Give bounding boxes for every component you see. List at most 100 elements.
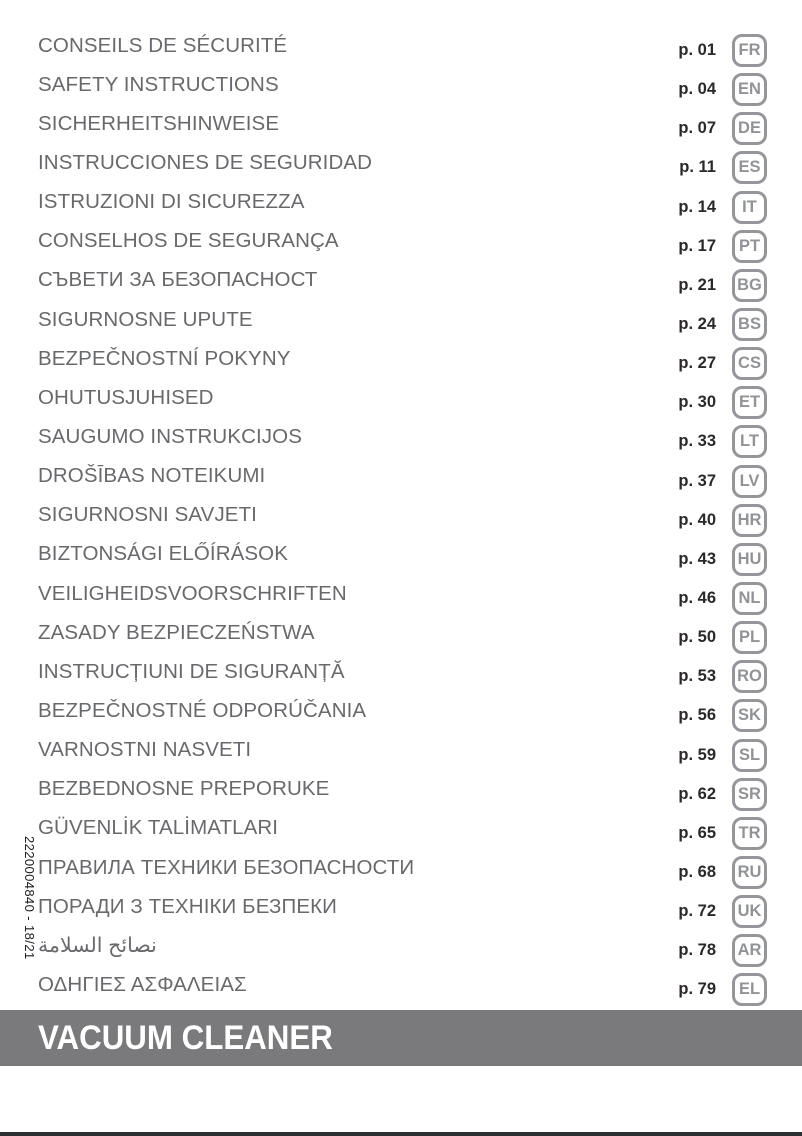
toc-row-page-number: p. 59 xyxy=(678,745,716,764)
toc-row-title: GÜVENLİK TALİMATLARI xyxy=(38,816,279,840)
language-code-badge: FR xyxy=(732,34,767,68)
language-code-badge: RU xyxy=(732,856,767,890)
toc-row-reference: p. 72 UK xyxy=(658,895,767,929)
toc-row-page-number: p. 43 xyxy=(678,549,716,568)
language-code-badge: IT xyxy=(732,190,767,224)
toc-row-page-number: p. 50 xyxy=(678,628,716,647)
toc-row-title: SIGURNOSNI SAVJETI xyxy=(38,503,257,527)
toc-row-page-number: p. 01 xyxy=(678,41,716,60)
product-title-banner: VACUUM CLEANER xyxy=(0,1010,802,1066)
toc-row-title: OHUTUSJUHISED xyxy=(38,385,214,409)
toc-row-page-number: p. 68 xyxy=(678,863,716,882)
language-code-badge: BS xyxy=(732,308,767,342)
toc-row-title: ПРАВИЛА ТЕХНИКИ БЕЗОПАСНОСТИ xyxy=(38,855,415,879)
toc-row-reference: p. 04 EN xyxy=(658,73,767,107)
language-toc-list: CONSEILS DE SÉCURITÉ p. 01 FR SAFETY INS… xyxy=(38,26,767,1007)
language-code-badge: EN xyxy=(732,73,767,107)
toc-row-page-number: p. 27 xyxy=(678,354,716,373)
language-code-badge: LV xyxy=(732,464,767,498)
toc-row-page-number: p. 30 xyxy=(678,393,716,412)
toc-row-reference: p. 65 TR xyxy=(658,816,767,850)
toc-row-page-number: p. 78 xyxy=(678,941,716,960)
toc-row-uk: ПОРАДИ З ТЕХНІКИ БЕЗПЕКИ p. 72 UK xyxy=(38,887,767,929)
toc-row-lv: DROŠĪBAS NOTEIKUMI p. 37 LV xyxy=(38,457,767,498)
toc-row-reference: p. 17 PT xyxy=(658,229,767,263)
toc-row-page-number: p. 72 xyxy=(678,902,716,921)
toc-row-reference: p. 50 PL xyxy=(658,621,767,655)
language-code-badge: PL xyxy=(732,621,767,655)
toc-row-page-number: p. 17 xyxy=(678,236,716,255)
language-code-badge: LT xyxy=(732,425,767,459)
toc-row-de: SICHERHEITSHINWEISE p. 07 DE xyxy=(38,104,767,146)
toc-row-title: ΟΔΗΓΙΕΣ ΑΣΦΑΛΕΙΑΣ xyxy=(38,972,247,996)
product-title: VACUUM CLEANER xyxy=(38,1019,333,1057)
toc-row-page-number: p. 53 xyxy=(678,667,716,686)
toc-row-reference: p. 11 ES xyxy=(658,151,767,185)
toc-row-reference: p. 30 ET xyxy=(658,386,767,420)
toc-row-tr: GÜVENLİK TALİMATLARI p. 65 TR xyxy=(38,809,767,850)
toc-row-page-number: p. 65 xyxy=(678,823,716,842)
toc-row-page-number: p. 14 xyxy=(678,197,716,216)
toc-row-title: INSTRUCCIONES DE SEGURIDAD xyxy=(38,150,373,174)
language-code-badge: UK xyxy=(732,895,767,929)
toc-row-es: INSTRUCCIONES DE SEGURIDAD p. 11 ES xyxy=(38,143,767,185)
document-reference-code: 2220004840 - 18/21 xyxy=(22,836,37,960)
toc-row-reference: p. 62 SR xyxy=(658,777,767,811)
toc-row-reference: p. 37 LV xyxy=(658,464,767,498)
toc-row-title: СЪВЕТИ ЗА БЕЗОПАСНОСТ xyxy=(38,268,318,292)
toc-row-title: SICHERHEITSHINWEISE xyxy=(38,111,280,135)
toc-row-reference: p. 46 NL xyxy=(658,582,767,616)
toc-row-title: INSTRUCȚIUNI DE SIGURANȚĂ xyxy=(38,659,345,683)
language-code-badge: SK xyxy=(732,699,767,733)
toc-row-page-number: p. 46 xyxy=(678,589,716,608)
toc-row-title: ZASADY BEZPIECZEŃSTWA xyxy=(38,620,315,644)
toc-row-fr: CONSEILS DE SÉCURITÉ p. 01 FR xyxy=(38,26,767,68)
language-code-badge: CS xyxy=(732,347,767,381)
toc-row-page-number: p. 62 xyxy=(678,784,716,803)
toc-row-page-number: p. 33 xyxy=(678,432,716,451)
toc-row-title: CONSELHOS DE SEGURANÇA xyxy=(38,229,339,253)
language-code-badge: SR xyxy=(732,777,767,811)
language-code-badge: HR xyxy=(732,503,767,537)
toc-row-reference: p. 21 BG xyxy=(658,268,767,302)
toc-row-lt: SAUGUMO INSTRUKCIJOS p. 33 LT xyxy=(38,417,767,459)
toc-row-bg: СЪВЕТИ ЗА БЕЗОПАСНОСТ p. 21 BG xyxy=(38,261,767,302)
toc-row-hr: SIGURNOSNI SAVJETI p. 40 HR xyxy=(38,496,767,537)
toc-row-title: BEZPEČNOSTNÍ POKYNY xyxy=(38,346,291,370)
toc-row-page-number: p. 21 xyxy=(678,275,716,294)
toc-row-hu: BIZTONSÁGI ELŐÍRÁSOK p. 43 HU xyxy=(38,535,767,576)
language-code-badge: BG xyxy=(732,268,767,302)
toc-row-sr: BEZBEDNOSNE PREPORUKE p. 62 SR xyxy=(38,770,767,811)
language-code-badge: TR xyxy=(732,816,767,850)
toc-row-sk: BEZPEČNOSTNÉ ODPORÚČANIA p. 56 SK xyxy=(38,691,767,733)
toc-row-en: SAFETY INSTRUCTIONS p. 04 EN xyxy=(38,65,767,107)
toc-row-reference: p. 59 SL xyxy=(658,738,767,772)
toc-row-title: نصائح السلامة xyxy=(38,934,157,958)
toc-row-reference: p. 53 RO xyxy=(658,660,767,694)
bottom-edge-bar xyxy=(0,1132,802,1136)
toc-row-page-number: p. 37 xyxy=(678,471,716,490)
toc-row-ro: INSTRUCȚIUNI DE SIGURANȚĂ p. 53 RO xyxy=(38,652,767,694)
toc-row-reference: p. 24 BS xyxy=(658,308,767,342)
toc-row-reference: p. 40 HR xyxy=(658,503,767,537)
toc-row-reference: p. 14 IT xyxy=(658,190,767,224)
toc-row-reference: p. 78 AR xyxy=(658,934,767,968)
toc-row-title: SAUGUMO INSTRUKCIJOS xyxy=(38,424,302,448)
toc-row-page-number: p. 07 xyxy=(678,119,716,138)
toc-row-cs: BEZPEČNOSTNÍ POKYNY p. 27 CS xyxy=(38,339,767,381)
language-code-badge: DE xyxy=(732,112,767,146)
toc-row-page-number: p. 24 xyxy=(678,315,716,334)
toc-row-page-number: p. 79 xyxy=(678,980,716,999)
toc-row-title: CONSEILS DE SÉCURITÉ xyxy=(38,33,288,57)
toc-row-title: BEZPEČNOSTNÉ ODPORÚČANIA xyxy=(38,698,367,722)
toc-row-it: ISTRUZIONI DI SICUREZZA p. 14 IT xyxy=(38,183,767,224)
language-code-badge: HU xyxy=(732,542,767,576)
toc-row-title: VARNOSTNI NASVETI xyxy=(38,738,252,762)
toc-row-ru: ПРАВИЛА ТЕХНИКИ БЕЗОПАСНОСТИ p. 68 RU xyxy=(38,848,767,890)
toc-row-page-number: p. 11 xyxy=(679,158,716,177)
toc-row-et: OHUTUSJUHISED p. 30 ET xyxy=(38,378,767,420)
language-code-badge: ES xyxy=(732,151,767,185)
toc-row-sl: VARNOSTNI NASVETI p. 59 SL xyxy=(38,731,767,772)
toc-row-title: VEILIGHEIDSVOORSCHRIFTEN xyxy=(38,581,347,605)
